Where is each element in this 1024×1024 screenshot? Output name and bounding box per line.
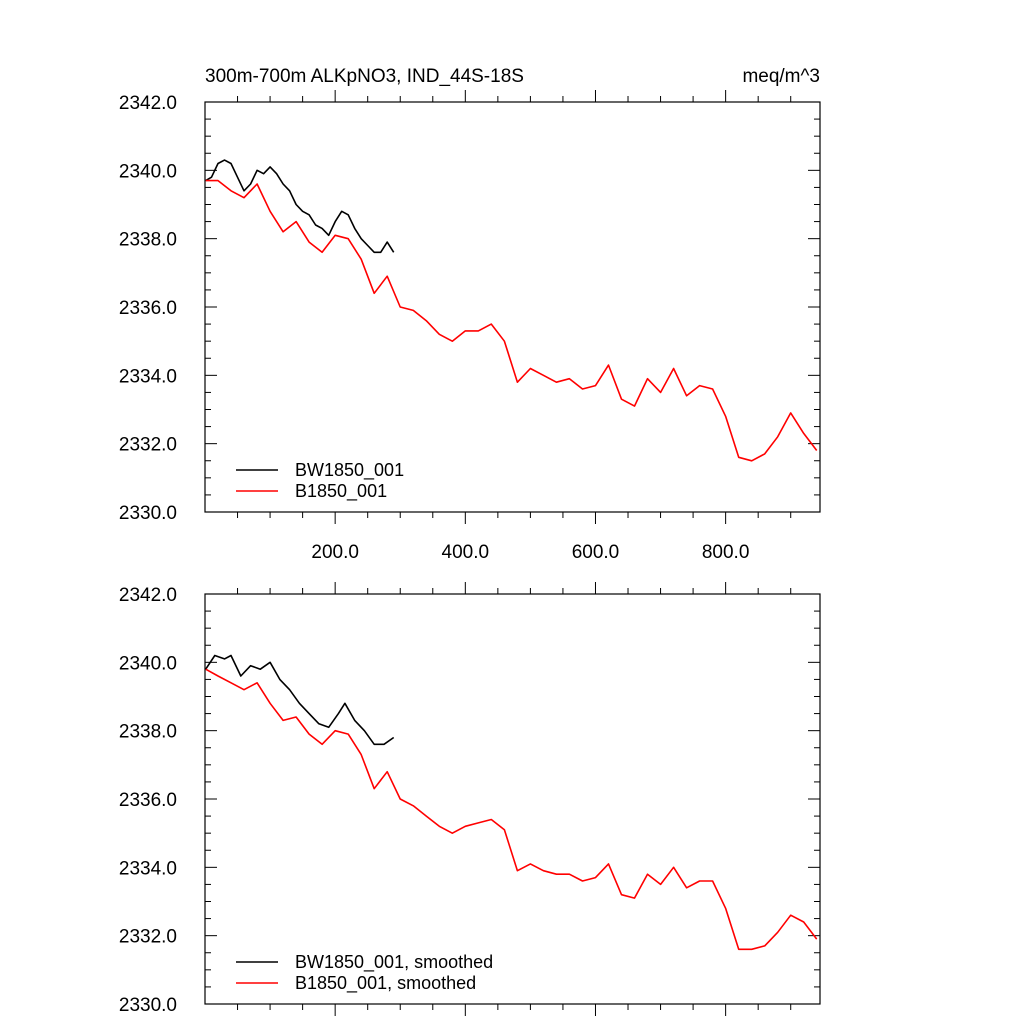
x-tick-label: 600.0 (572, 542, 620, 563)
series-line-0 (205, 654, 395, 746)
y-tick-label: 2332.0 (119, 435, 177, 456)
y-tick-label: 2342.0 (119, 585, 177, 606)
legend-label: B1850_001, smoothed (295, 973, 476, 994)
series-line-1 (205, 668, 818, 951)
chart-title: 300m-700m ALKpNO3, IND_44S-18S (205, 66, 524, 87)
y-tick-label: 2336.0 (119, 790, 177, 811)
series-lines (205, 654, 818, 951)
y-tick-labels: 2330.0 2332.0 2334.0 2336.0 2338.0 2340.0 2342… (119, 585, 177, 1016)
legend-label: B1850_001 (295, 481, 387, 502)
y-tick-labels: 2330.0 2332.0 2334.0 2336.0 2338.0 2340.0 2342… (119, 93, 177, 524)
plot-frame (204, 101, 821, 513)
plot-frame (204, 593, 821, 1005)
series-lines (205, 159, 818, 462)
y-tick-label: 2340.0 (119, 161, 177, 182)
y-tick-label: 2334.0 (119, 366, 177, 387)
x-tick-labels: 200.0 400.0 600.0 800.0 (311, 542, 749, 563)
legend-label: BW1850_001 (295, 460, 404, 481)
y-tick-label: 2330.0 (119, 503, 177, 524)
chart-panel-top: 300m-700m ALKpNO3, IND_44S-18S meq/m^3 2… (119, 66, 821, 563)
y-tick-label: 2332.0 (119, 927, 177, 948)
legend-label: BW1850_001, smoothed (295, 952, 493, 973)
series-line-0 (205, 159, 395, 254)
y-tick-label: 2338.0 (119, 230, 177, 251)
x-tick-label: 200.0 (311, 542, 359, 563)
y-tick-label: 2338.0 (119, 722, 177, 743)
x-tick-label: 800.0 (702, 542, 750, 563)
y-tick-label: 2330.0 (119, 995, 177, 1016)
y-tick-label: 2340.0 (119, 653, 177, 674)
y-tick-label: 2342.0 (119, 93, 177, 114)
units-label: meq/m^3 (742, 66, 820, 87)
chart-panel-bottom: 2330.0 2332.0 2334.0 2336.0 2338.0 2340.0 2342… (119, 582, 821, 1016)
tick-marks (205, 90, 820, 524)
tick-marks (205, 582, 820, 1016)
y-tick-label: 2334.0 (119, 858, 177, 879)
y-tick-label: 2336.0 (119, 298, 177, 319)
series-line-1 (205, 179, 818, 462)
x-tick-label: 400.0 (442, 542, 490, 563)
